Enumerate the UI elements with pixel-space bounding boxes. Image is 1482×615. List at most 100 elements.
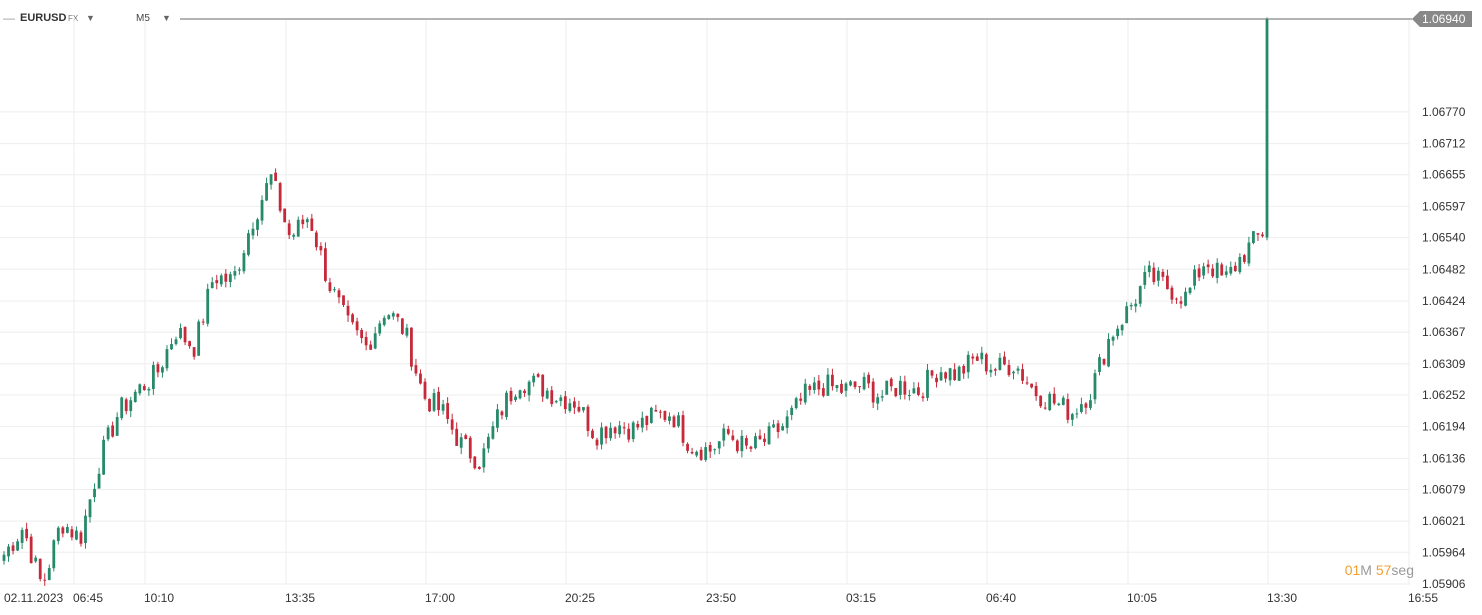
candle-down [1179,301,1183,304]
candle-down [287,223,291,236]
candle-up [496,409,499,428]
candle-down [808,385,812,390]
candle-down [1211,268,1215,277]
candle-up [387,315,391,319]
candle-down [971,356,975,359]
candle-down [324,248,327,281]
candle-up [1070,414,1074,420]
candle-up [56,527,60,542]
candle-up [405,327,409,336]
candle-up [1184,291,1187,306]
y-tick-label: 1.06597 [1422,199,1466,213]
candle-down [428,398,431,412]
candle-down [776,423,780,433]
candle-down [1161,271,1165,277]
candle-down [690,451,694,454]
x-tick-label: 20:25 [565,591,595,605]
candle-up [772,424,775,428]
candle-down [975,356,979,361]
x-tick-label: 03:15 [846,591,876,605]
candle-down [984,354,988,372]
candle-down [1261,234,1264,237]
candle-down [215,280,219,284]
candle-up [16,541,19,551]
candle-down [410,327,413,367]
candle-up [826,374,830,396]
candle-up [1075,413,1079,415]
symbol-dropdown-icon[interactable]: ▼ [86,13,95,23]
candle-up [120,397,124,419]
candle-up [133,391,137,403]
symbol-selector[interactable]: EURUSD [20,12,67,24]
candle-down [726,429,730,434]
candle-down [758,435,762,440]
candle-down [645,415,649,426]
candle-up [781,426,785,431]
candle-down [735,440,739,452]
candle-down [25,528,29,539]
candle-up [1048,393,1052,411]
countdown-seconds-unit: seg [1391,562,1414,578]
candle-down [124,399,128,412]
timeframe-dropdown-icon[interactable]: ▼ [162,13,171,23]
candle-up [115,416,119,436]
x-tick-label: 13:30 [1267,591,1297,605]
candle-up [835,385,839,389]
candle-up [545,390,549,399]
last-price-tag [1412,11,1472,27]
candle-down [346,305,350,316]
candle-up [482,448,486,468]
candle-down [1021,369,1024,381]
x-tick-label: 16:55 [1408,591,1438,605]
candle-up [1247,242,1251,264]
candle-up [849,381,852,386]
candle-up [88,499,92,518]
candle-up [333,289,336,291]
candle-down [681,415,685,443]
candle-down [889,378,893,387]
candle-down [1034,385,1038,397]
x-tick-label: 06:40 [986,591,1016,605]
candle-up [242,253,246,272]
candle-down [672,416,676,428]
candle-down [745,438,748,446]
timeframe-selector[interactable]: M5 [136,13,150,24]
candle-up [97,473,101,489]
collapse-dash-icon[interactable]: — [3,11,15,25]
candle-up [1215,262,1219,279]
y-tick-label: 1.06252 [1422,388,1466,402]
candle-up [704,447,708,460]
candle-up [609,427,613,439]
candle-up [514,396,517,401]
candle-down [831,374,834,387]
candle-down [61,527,65,534]
candle-up [980,352,984,360]
candle-down [591,430,594,439]
candle-up [1188,287,1192,293]
candle-up [1134,303,1138,307]
candle-down [953,369,957,380]
candle-up [785,416,789,428]
candle-up [880,396,884,398]
candle-up [948,368,952,381]
candle-up [441,404,445,411]
candle-up [1107,338,1110,367]
candle-down [686,443,689,451]
candle-up [640,417,644,428]
y-tick-label: 1.06482 [1422,262,1466,276]
candle-down [853,381,857,388]
candle-down [577,406,581,412]
y-tick-label: 1.06079 [1422,482,1466,496]
candle-up [7,546,10,557]
candle-up [269,174,273,185]
x-tick-label: 17:00 [425,591,455,605]
candle-up [722,428,726,441]
candle-up [219,275,223,285]
candle-down [1175,298,1178,300]
candle-up [20,529,24,543]
candle-up [1125,306,1129,324]
candle-up [717,441,721,449]
countdown-seconds: 57 [1375,562,1392,578]
y-tick-label: 1.06770 [1422,105,1466,119]
